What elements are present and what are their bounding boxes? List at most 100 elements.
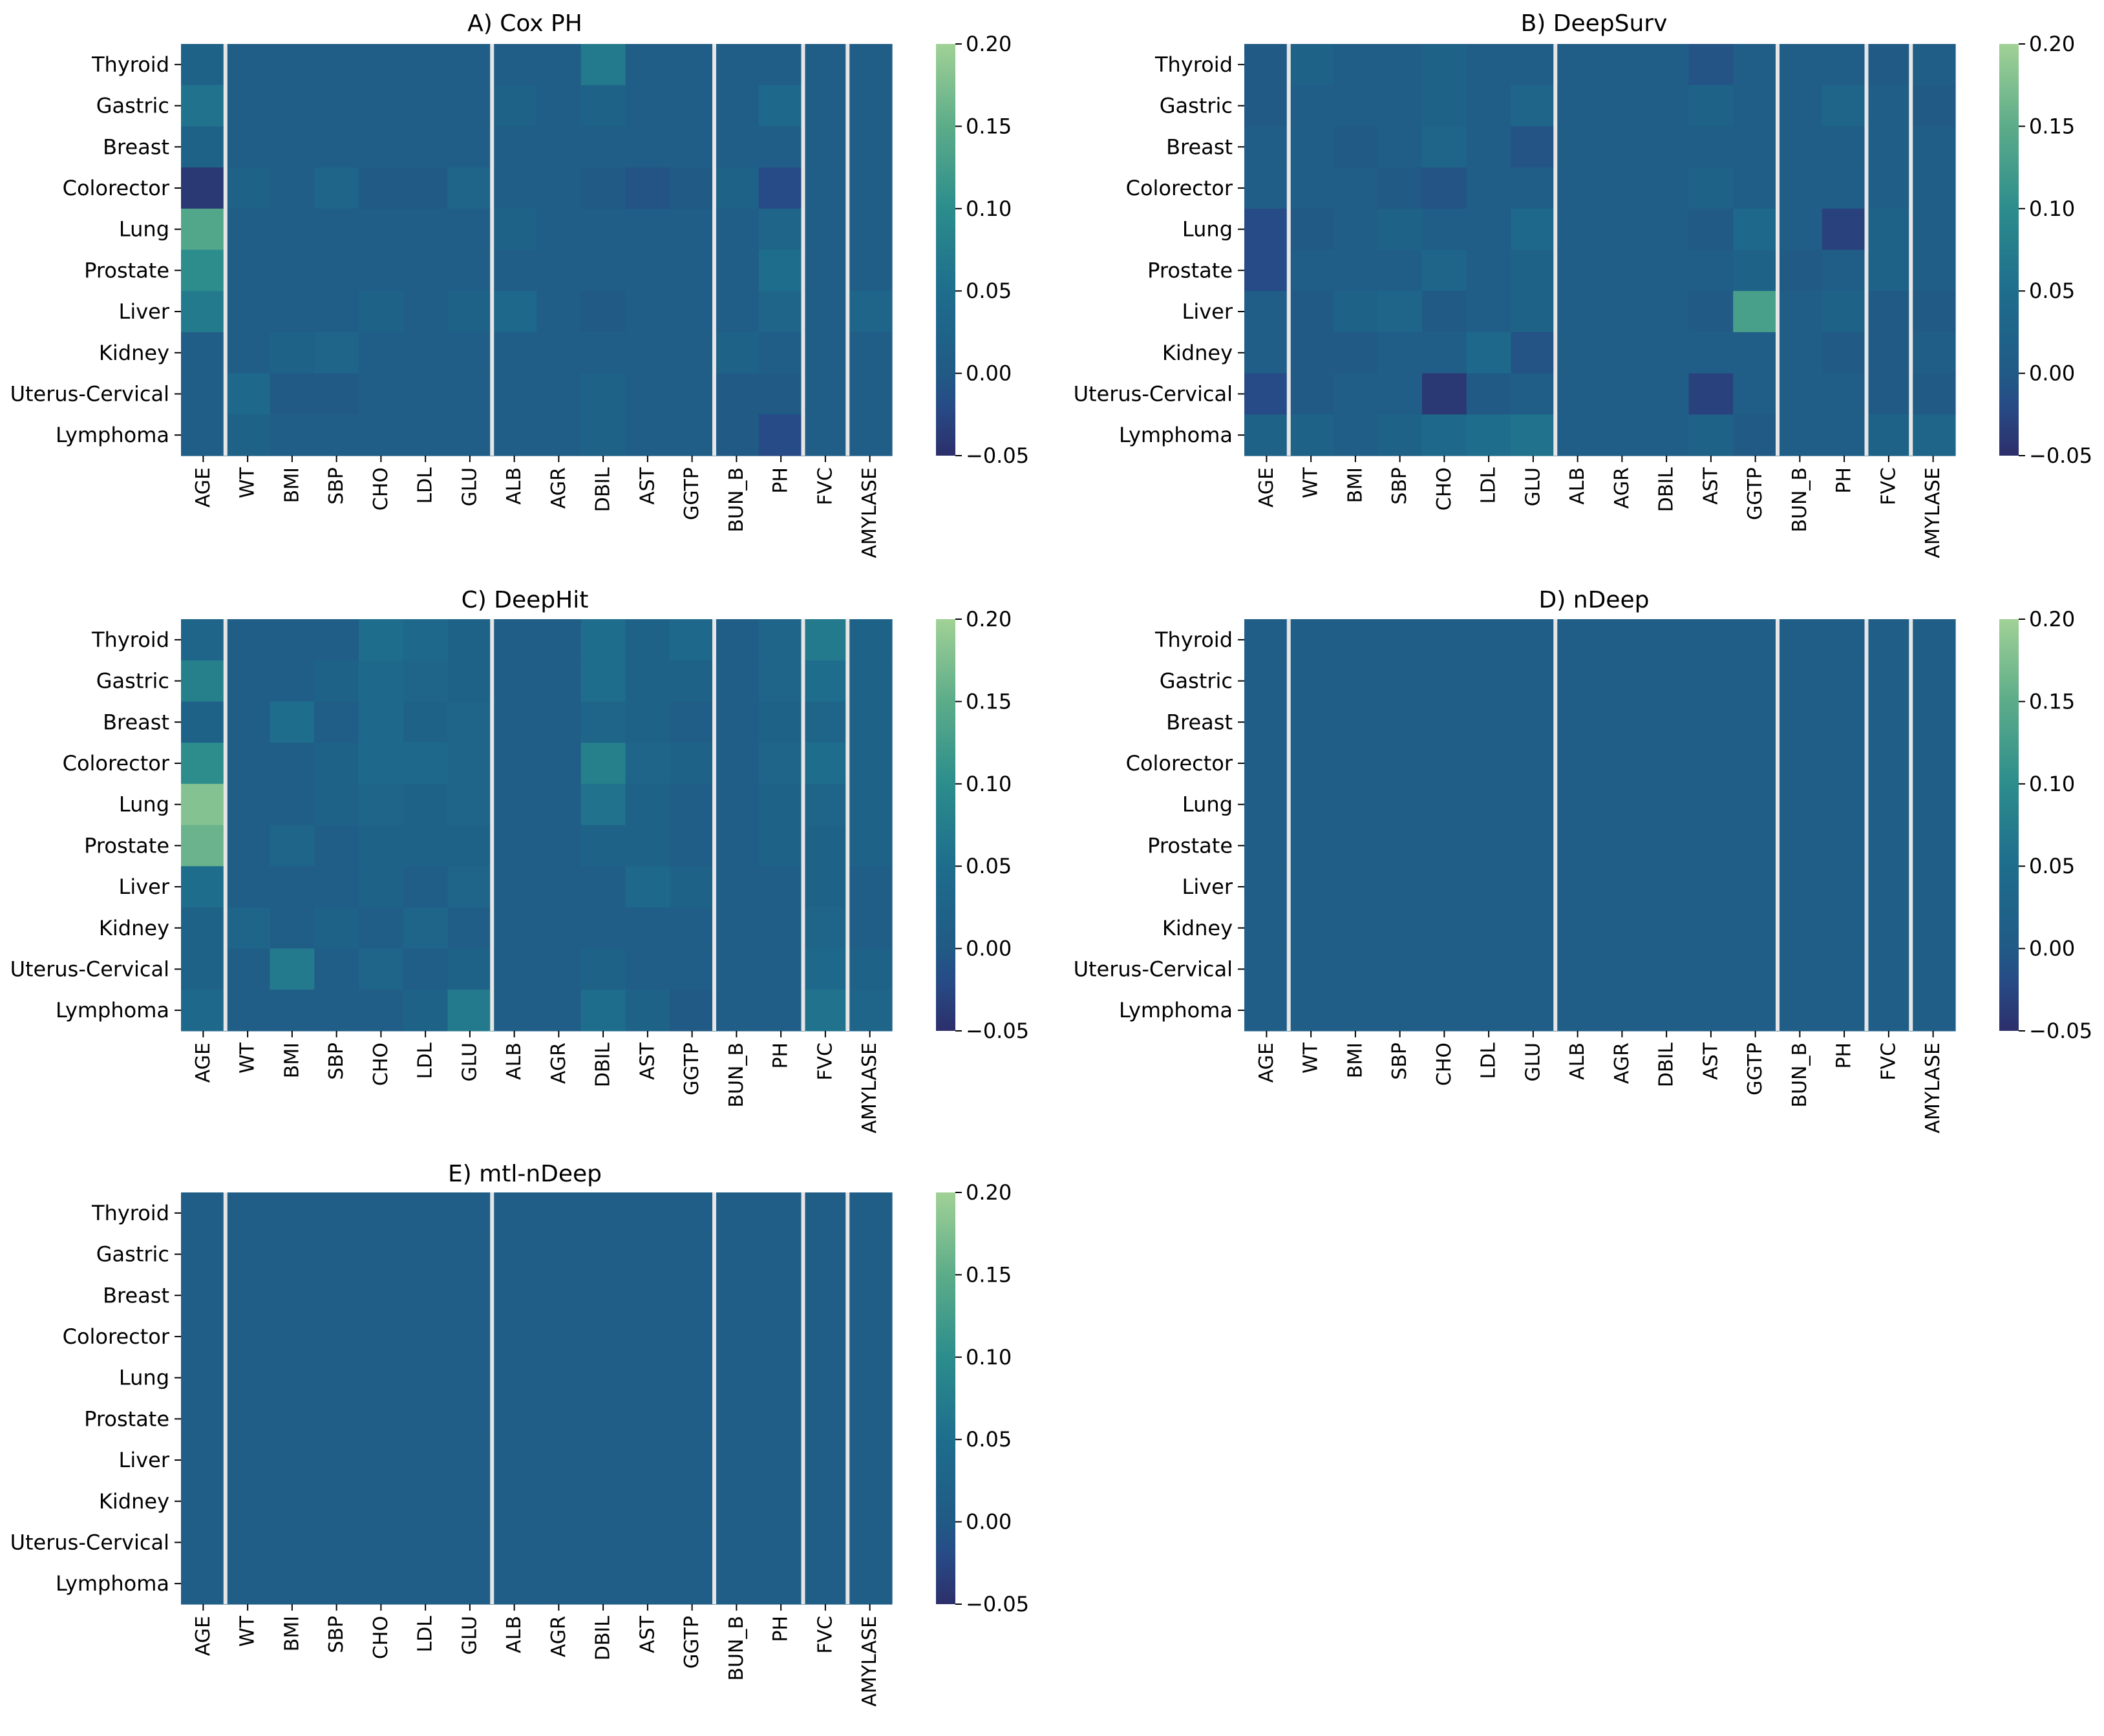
heatmap-cell-colorector-ast — [1688, 167, 1734, 209]
heatmap-cell-lung-age — [181, 783, 226, 826]
heatmap-cell-thyroid-glu — [1511, 619, 1556, 661]
heatmap-cell-uterus-cervical-alb — [492, 1521, 537, 1563]
heatmap-cell-breast-age — [181, 701, 226, 743]
heatmap-cell-colorector-cho — [359, 167, 404, 209]
heatmap-cell-thyroid-bmi — [1333, 44, 1378, 86]
heatmap-cell-lymphoma-bun-b — [1778, 414, 1823, 456]
col-label-alb: ALB — [1566, 467, 1589, 505]
heatmap-cell-breast-agr — [537, 1275, 582, 1317]
heatmap-cell-breast-bmi — [1333, 701, 1378, 743]
heatmap-cell-prostate-wt — [1288, 249, 1334, 291]
heatmap-cell-uterus-cervical-bun-b — [714, 373, 760, 415]
heatmap-cell-kidney-age — [181, 332, 226, 374]
heatmap-cell-gastric-wt — [225, 660, 271, 702]
heatmap-cell-gastric-cho — [1422, 85, 1467, 127]
heatmap-cell-gastric-age — [181, 1233, 226, 1275]
col-label-ggtp: GGTP — [681, 1616, 703, 1669]
heatmap-cell-uterus-cervical-amylase — [1911, 948, 1956, 990]
col-label-glu: GLU — [458, 1616, 481, 1655]
heatmap-cell-lung-sbp — [314, 208, 359, 251]
heatmap-cell-uterus-cervical-ggtp — [1733, 948, 1778, 990]
heatmap-cell-lymphoma-age — [181, 1563, 226, 1605]
heatmap-cell-lung-ldl — [403, 208, 449, 251]
heatmap-cell-lymphoma-wt — [225, 990, 271, 1032]
colorbar-tick-label: 0.05 — [966, 279, 1012, 303]
heatmap-cell-uterus-cervical-glu — [1511, 373, 1556, 415]
heatmap-cell-breast-ggtp — [670, 701, 715, 743]
heatmap-cell-prostate-dbil — [1644, 249, 1690, 291]
heatmap-cell-lymphoma-bun-b — [1778, 990, 1823, 1032]
heatmap-cell-thyroid-amylase — [1911, 619, 1956, 661]
heatmap-cell-lung-sbp — [1377, 783, 1423, 826]
heatmap-cell-uterus-cervical-wt — [225, 948, 271, 990]
heatmap-cell-prostate-alb — [492, 825, 537, 867]
heatmap-cell-breast-ggtp — [1733, 126, 1778, 168]
heatmap-cell-thyroid-alb — [492, 1192, 537, 1234]
col-label-age: AGE — [192, 1043, 215, 1083]
heatmap-cell-uterus-cervical-age — [181, 948, 226, 990]
heatmap-cell-kidney-ast — [1688, 907, 1734, 949]
heatmap-cell-lymphoma-glu — [1511, 990, 1556, 1032]
heatmap-cell-thyroid-ldl — [403, 619, 449, 661]
heatmap-cell-lung-ast — [1688, 208, 1734, 251]
heatmap-cell-breast-alb — [1555, 701, 1600, 743]
heatmap-cell-kidney-ldl — [403, 907, 449, 949]
heatmap-cell-liver-ph — [758, 866, 804, 908]
row-label-kidney: Kidney — [99, 916, 169, 940]
heatmap-cell-thyroid-wt — [225, 1192, 271, 1234]
heatmap-cell-liver-ldl — [1466, 866, 1512, 908]
heatmap-cell-breast-cho — [359, 701, 404, 743]
heatmap-cell-breast-bun-b — [1778, 126, 1823, 168]
col-label-ph: PH — [770, 467, 792, 494]
col-label-wt: WT — [237, 1615, 259, 1647]
heatmap-cell-gastric-cho — [1422, 660, 1467, 702]
heatmap-cell-lung-bmi — [270, 208, 315, 251]
heatmap-cell-gastric-ldl — [403, 85, 449, 127]
heatmap-cell-colorector-alb — [1555, 743, 1600, 785]
heatmap-cell-breast-dbil — [1644, 126, 1690, 168]
heatmap-cell-lymphoma-bun-b — [714, 1563, 760, 1605]
heatmap-cell-liver-wt — [225, 866, 271, 908]
col-label-bmi: BMI — [281, 1043, 303, 1078]
heatmap-cell-prostate-cho — [359, 825, 404, 867]
heatmap-cell-lymphoma-sbp — [1377, 414, 1423, 456]
col-label-cho: CHO — [370, 1043, 392, 1086]
heatmap-cell-kidney-agr — [537, 332, 582, 374]
heatmap-cell-prostate-amylase — [847, 249, 893, 291]
heatmap-cell-lymphoma-bmi — [270, 1563, 315, 1605]
row-label-thyroid: Thyroid — [91, 52, 169, 77]
heatmap-cell-breast-amylase — [1911, 701, 1956, 743]
heatmap-cell-uterus-cervical-age — [181, 1521, 226, 1563]
colorbar-tick-label: 0.10 — [2029, 196, 2075, 221]
heatmap-cell-lung-glu — [1511, 208, 1556, 251]
heatmap-cell-thyroid-agr — [1600, 44, 1645, 86]
heatmap-cell-kidney-wt — [1288, 907, 1334, 949]
heatmap-cell-uterus-cervical-agr — [537, 948, 582, 990]
row-label-breast: Breast — [103, 710, 169, 734]
heatmap-cell-kidney-bmi — [1333, 907, 1378, 949]
panel-d-col-labels: AGE WT BMI SBP CHO LDL GLU ALB AGR DBIL AST GGTP BUN… — [1255, 1031, 1944, 1134]
heatmap-cell-prostate-fvc — [803, 249, 848, 291]
col-label-glu: GLU — [458, 467, 481, 506]
heatmap-cell-gastric-amylase — [1911, 660, 1956, 702]
heatmap-cell-lymphoma-ldl — [1466, 414, 1512, 456]
heatmap-cell-kidney-glu — [447, 332, 493, 374]
heatmap-cell-uterus-cervical-alb — [1555, 948, 1600, 990]
heatmap-cell-uterus-cervical-amylase — [847, 373, 893, 415]
row-label-gastric: Gastric — [96, 94, 169, 118]
heatmap-cell-gastric-wt — [225, 85, 271, 127]
heatmap-cell-liver-fvc — [803, 291, 848, 333]
heatmap-cell-lung-ast — [625, 208, 670, 251]
heatmap-cell-breast-dbil — [580, 701, 626, 743]
heatmap-cell-breast-cho — [359, 126, 404, 168]
panel-e-colorbar: 0.20 0.15 0.10 0.05 0.00 −0.05 — [936, 1180, 1029, 1616]
heatmap-cell-lung-age — [1244, 783, 1290, 826]
row-label-breast: Breast — [1166, 710, 1233, 734]
heatmap-cell-breast-cho — [1422, 701, 1467, 743]
heatmap-cell-prostate-dbil — [580, 249, 626, 291]
heatmap-cell-thyroid-ph — [1822, 619, 1867, 661]
heatmap-cell-breast-ldl — [1466, 126, 1512, 168]
heatmap-cell-breast-dbil — [580, 1275, 626, 1317]
heatmap-cell-liver-fvc — [803, 1439, 848, 1481]
heatmap-cell-lymphoma-alb — [492, 414, 537, 456]
